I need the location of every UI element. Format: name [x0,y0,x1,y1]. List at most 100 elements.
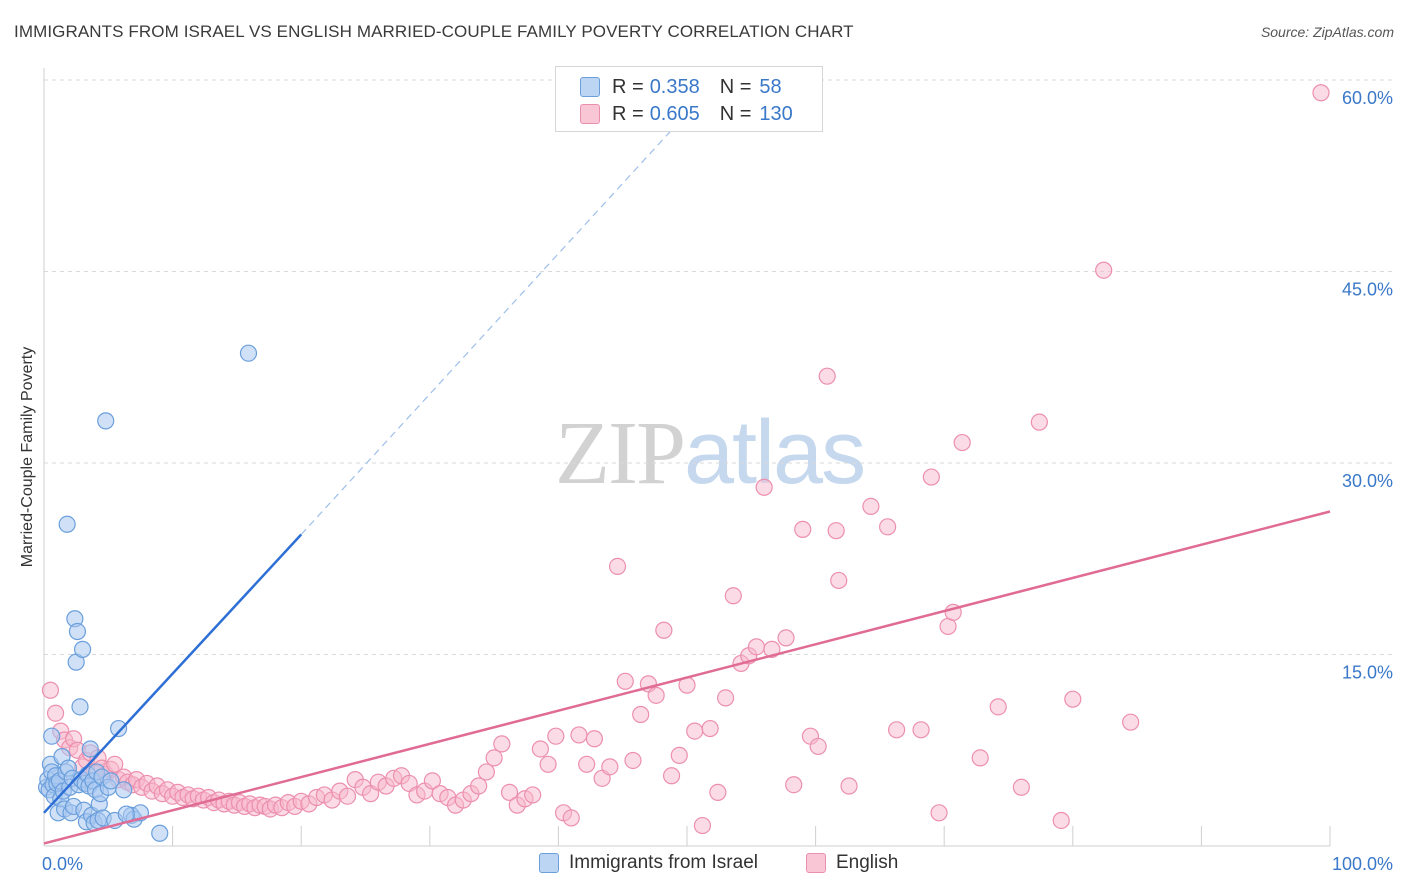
english-point [601,758,619,776]
watermark-zip: ZIP [555,404,686,503]
english-point [632,705,650,724]
r-value: 0.358 [649,75,700,98]
israel-point [68,622,87,641]
x-tick-label: 0.0% [42,854,83,874]
english-point [1312,84,1330,102]
israel-point [109,719,128,738]
english-point [338,787,357,805]
english-trendline [43,510,1331,845]
israel-point [81,740,99,758]
r-label: R = [612,102,644,125]
english-point [662,767,681,785]
correlation-legend: R = 0.358 N = 58 R = 0.605 N = 130 [555,66,823,132]
axis-layer [43,68,1331,847]
english-legend-label: English [836,852,899,873]
english-point [989,698,1007,716]
english-point [1052,811,1070,830]
y-tick-label: 15.0% [1342,663,1393,683]
y-tick-label: 45.0% [1342,280,1393,300]
english-point [693,816,712,835]
english-point [777,629,795,647]
english-point [1095,261,1113,279]
english-point [701,719,719,738]
english-point [470,777,488,795]
source-credit: Source: ZipAtlas.com [1260,24,1394,40]
n-label: N = [719,75,752,98]
english-point [41,681,60,699]
israel-point [115,781,133,799]
english-point [423,772,441,790]
english-point [755,478,773,496]
israel-point [151,824,169,842]
y-tick-label: 60.0% [1342,88,1393,108]
israel-point [71,698,89,716]
israel-point [239,344,258,362]
n-label: N = [719,102,752,125]
english-point [655,621,673,639]
israel-point [58,515,76,533]
r-value: 0.605 [649,102,700,125]
legend-row-english: R = 0.605 N = 130 [580,102,793,126]
english-point [531,740,549,758]
english-swatch [580,104,600,124]
english-point [562,809,580,827]
legend-item-english[interactable]: English [806,852,898,874]
english-point [809,737,827,756]
english-point [1012,778,1030,796]
english-point [539,755,557,773]
english-point [888,721,906,739]
legend-row-israel: R = 0.358 N = 58 [580,75,782,99]
english-point [922,468,940,486]
n-value: 130 [759,102,793,125]
english-point [1030,413,1048,431]
israel-point [73,640,92,658]
english-point [524,786,542,804]
english-point [953,433,971,452]
english-point [485,749,503,767]
english-point [840,777,858,795]
english-point [862,497,880,516]
english-point [670,746,688,764]
english-point [547,727,565,745]
english-point [827,522,845,540]
israel-swatch [580,77,600,97]
english-point [830,571,848,590]
israel-point [102,772,120,790]
legend-item-israel[interactable]: Immigrants from Israel [539,852,758,874]
english-point [1122,713,1140,731]
english-point [585,730,604,748]
y-tick-label: 30.0% [1342,471,1393,491]
english-point [716,689,735,707]
chart-title: IMMIGRANTS FROM ISRAEL VS ENGLISH MARRIE… [14,22,854,41]
trend-layer [43,98,1331,845]
grid-layer [44,79,1394,655]
english-point [1064,690,1082,708]
israel-trendline-extension [300,98,701,535]
english-point [747,638,766,656]
english-point [46,704,65,722]
series-legend: Immigrants from Israel English [0,852,1406,876]
english-point [493,735,511,753]
english-point [794,520,812,538]
english-point [477,763,495,781]
n-value: 58 [759,75,782,98]
english-points [41,84,1330,835]
x-tick-label: 100.0% [1332,854,1393,874]
english-point [578,755,596,773]
english-legend-swatch [806,853,826,873]
english-point [930,804,948,822]
english-point [570,726,588,744]
israel-point [43,727,61,745]
watermark-atlas: atlas [684,403,866,503]
watermark: ZIPatlas [555,402,866,505]
english-point [647,686,665,704]
israel-legend-swatch [539,853,559,873]
israel-legend-label: Immigrants from Israel [569,852,758,873]
english-point [785,776,803,794]
israel-points [37,344,258,842]
english-point [879,518,897,536]
y-axis-label: Married-Couple Family Poverty [19,346,36,568]
english-point [724,587,742,605]
english-point [912,721,930,739]
